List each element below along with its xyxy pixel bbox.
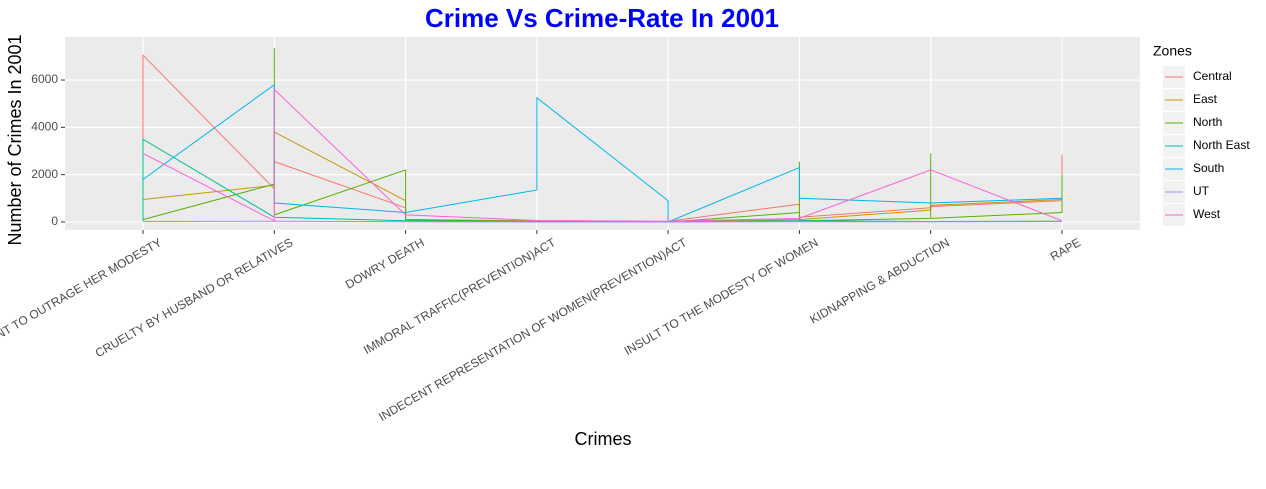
- y-tick-label: 2000: [31, 167, 58, 181]
- legend-label: Central: [1193, 69, 1232, 83]
- series-line: [142, 88, 1063, 222]
- y-axis-title: Number of Crimes In 2001: [5, 34, 25, 245]
- chart-title: Crime Vs Crime-Rate In 2001: [425, 3, 779, 33]
- legend-label: West: [1193, 207, 1221, 221]
- legend-title: Zones: [1153, 43, 1192, 59]
- x-axis-title: Crimes: [575, 429, 632, 449]
- x-tick-label: RAPE: [1048, 235, 1083, 263]
- x-tick-label: DOWRY DEATH: [343, 235, 427, 291]
- plot-panel: [65, 37, 1140, 230]
- x-tick-label: KIDNAPPING & ABDUCTION: [807, 235, 951, 326]
- y-tick-label: 4000: [31, 120, 58, 134]
- series-line: [142, 220, 1063, 223]
- legend-label: North: [1193, 115, 1222, 129]
- y-tick-label: 0: [51, 214, 58, 228]
- legend-label: South: [1193, 161, 1224, 175]
- x-tick-label: INDECENT REPRESENTATION OF WOMEN(PREVENT…: [376, 235, 690, 424]
- legend-label: East: [1193, 92, 1218, 106]
- legend-label: UT: [1193, 184, 1210, 198]
- y-tick-label: 6000: [31, 72, 58, 86]
- legend-label: North East: [1193, 138, 1250, 152]
